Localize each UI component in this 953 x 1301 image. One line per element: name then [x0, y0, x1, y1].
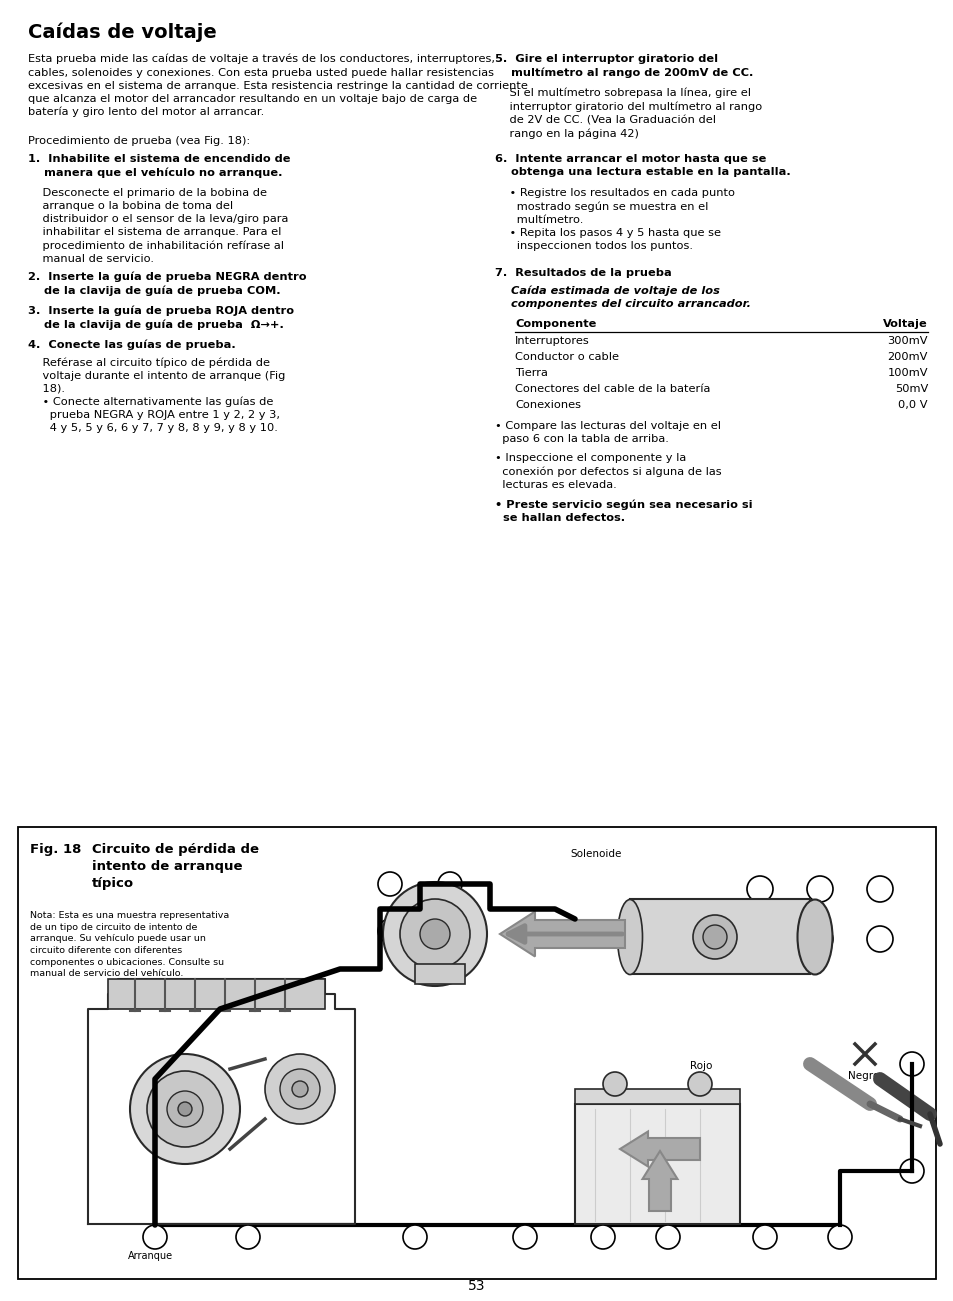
Text: Conectores del cable de la batería: Conectores del cable de la batería	[515, 384, 710, 394]
Circle shape	[702, 925, 726, 948]
Bar	[575, 1089, 740, 1105]
Circle shape	[178, 1102, 192, 1116]
Text: 2.  Inserte la guía de prueba NEGRA dentro
    de la clavija de guía de prueba C: 2. Inserte la guía de prueba NEGRA dentr…	[28, 272, 306, 297]
Bar	[108, 978, 325, 1010]
Text: Desconecte el primario de la bobina de
    arranque o la bobina de toma del
    : Desconecte el primario de la bobina de a…	[28, 189, 288, 264]
Circle shape	[752, 1226, 776, 1249]
Text: Arranque: Arranque	[128, 1252, 172, 1261]
Circle shape	[437, 872, 461, 896]
FancyArrow shape	[499, 912, 624, 956]
Text: Componente: Componente	[515, 319, 596, 329]
Circle shape	[143, 1226, 167, 1249]
Circle shape	[399, 899, 470, 969]
Text: • Compare las lecturas del voltaje en el
  paso 6 con la tabla de arriba.: • Compare las lecturas del voltaje en el…	[495, 422, 720, 444]
Circle shape	[280, 1069, 319, 1108]
Text: 3.  Inserte la guía de prueba ROJA dentro
    de la clavija de guía de prueba  Ω: 3. Inserte la guía de prueba ROJA dentro…	[28, 306, 294, 330]
Text: Tierra: Tierra	[515, 368, 547, 379]
Text: 7.  Resultados de la prueba: 7. Resultados de la prueba	[495, 268, 671, 278]
Ellipse shape	[617, 899, 641, 974]
Circle shape	[692, 915, 737, 959]
Text: Fig. 18: Fig. 18	[30, 843, 81, 856]
Circle shape	[513, 1226, 537, 1249]
Text: 1.  Inhabilite el sistema de encendido de
    manera que el vehículo no arranque: 1. Inhabilite el sistema de encendido de…	[28, 154, 291, 178]
Circle shape	[265, 1054, 335, 1124]
Circle shape	[656, 1226, 679, 1249]
Text: Interruptores: Interruptores	[515, 336, 589, 346]
Text: Solenoide: Solenoide	[569, 850, 620, 859]
Circle shape	[602, 1072, 626, 1095]
Text: intento de arranque: intento de arranque	[91, 860, 242, 873]
Circle shape	[377, 919, 401, 943]
Text: Circuito de pérdida de: Circuito de pérdida de	[91, 843, 258, 856]
Circle shape	[130, 1054, 240, 1164]
Circle shape	[687, 1072, 711, 1095]
Text: 4.  Conecte las guías de prueba.: 4. Conecte las guías de prueba.	[28, 340, 235, 350]
Text: Voltaje: Voltaje	[882, 319, 927, 329]
Ellipse shape	[797, 899, 832, 974]
Text: 6.  Intente arrancar el motor hasta que se
    obtenga una lectura estable en la: 6. Intente arrancar el motor hasta que s…	[495, 154, 790, 177]
Circle shape	[235, 1226, 260, 1249]
Circle shape	[167, 1092, 203, 1127]
Text: Procedimiento de prueba (vea Fig. 18):: Procedimiento de prueba (vea Fig. 18):	[28, 137, 250, 146]
Text: Rojo: Rojo	[689, 1062, 712, 1071]
Text: Reférase al circuito típico de pérdida de
    voltaje durante el intento de arra: Reférase al circuito típico de pérdida d…	[28, 356, 285, 433]
Bar	[575, 1105, 740, 1224]
Circle shape	[899, 1053, 923, 1076]
Text: Esta prueba mide las caídas de voltaje a través de los conductores, interruptore: Esta prueba mide las caídas de voltaje a…	[28, 55, 527, 117]
Text: 50mV: 50mV	[894, 384, 927, 394]
FancyArrow shape	[641, 1151, 677, 1211]
Circle shape	[806, 926, 832, 952]
Circle shape	[402, 1226, 427, 1249]
FancyArrow shape	[619, 1132, 700, 1167]
Circle shape	[806, 876, 832, 902]
Circle shape	[746, 926, 772, 952]
Text: • Registre los resultados en cada punto
      mostrado según se muestra en el
  : • Registre los resultados en cada punto …	[495, 189, 734, 251]
Text: 300mV: 300mV	[886, 336, 927, 346]
Circle shape	[590, 1226, 615, 1249]
Bar	[415, 964, 464, 984]
Text: Caída estimada de voltaje de los
    componentes del circuito arrancador.: Caída estimada de voltaje de los compone…	[495, 285, 750, 308]
Text: • Preste servicio según sea necesario si
  se hallan defectos.: • Preste servicio según sea necesario si…	[495, 500, 752, 523]
Circle shape	[866, 926, 892, 952]
Text: típico: típico	[91, 877, 134, 890]
Text: Caídas de voltaje: Caídas de voltaje	[28, 23, 216, 43]
Text: • Inspeccione el componente y la
  conexión por defectos si alguna de las
  lect: • Inspeccione el componente y la conexió…	[495, 453, 720, 489]
Circle shape	[866, 876, 892, 902]
Circle shape	[382, 882, 486, 986]
Text: 0,0 V: 0,0 V	[898, 399, 927, 410]
Text: Si el multímetro sobrepasa la línea, gire el
    interruptor giratorio del multí: Si el multímetro sobrepasa la línea, gir…	[495, 88, 761, 139]
Text: 100mV: 100mV	[886, 368, 927, 379]
Circle shape	[292, 1081, 308, 1097]
Circle shape	[147, 1071, 223, 1147]
Bar	[18, 827, 935, 1279]
Circle shape	[899, 1159, 923, 1183]
Text: Conductor o cable: Conductor o cable	[515, 353, 618, 362]
Circle shape	[377, 872, 401, 896]
Text: Nota: Esta es una muestra representativa
de un tipo de circuito de intento de
ar: Nota: Esta es una muestra representativa…	[30, 911, 229, 978]
Bar	[629, 899, 809, 974]
Text: Negro: Negro	[847, 1071, 879, 1081]
Text: 53: 53	[468, 1279, 485, 1293]
Circle shape	[827, 1226, 851, 1249]
Text: 200mV: 200mV	[886, 353, 927, 362]
Circle shape	[419, 919, 450, 948]
Circle shape	[746, 876, 772, 902]
Text: Conexiones: Conexiones	[515, 399, 580, 410]
Text: 5.  Gire el interruptor giratorio del
    multímetro al rango de 200mV de CC.: 5. Gire el interruptor giratorio del mul…	[495, 55, 753, 78]
